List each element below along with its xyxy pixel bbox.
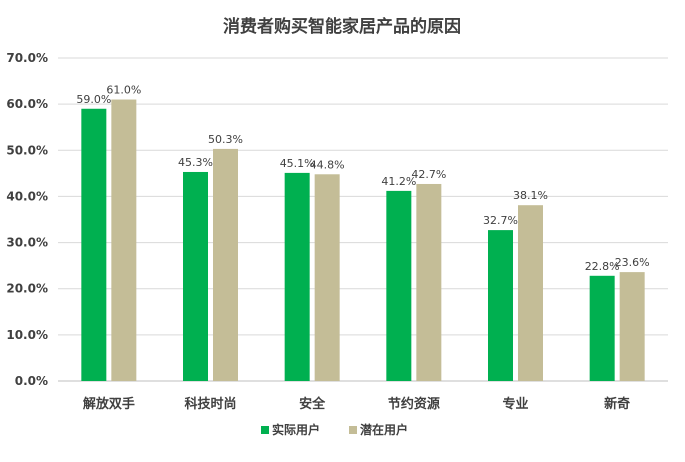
bars [81, 99, 645, 382]
legend-label: 实际用户 [272, 422, 320, 437]
bar-potential [518, 205, 543, 381]
x-tick-label: 节约资源 [388, 396, 440, 412]
y-tick-label: 50.0% [6, 143, 48, 157]
bar-actual [183, 171, 208, 381]
x-tick-label: 专业 [502, 396, 528, 412]
x-axis: 解放双手 科技时尚 安全 节约资源 专业 新奇 [82, 396, 630, 412]
legend: 实际用户 潜在用户 [261, 422, 408, 437]
data-label: 44.8% [310, 158, 345, 171]
data-label: 59.0% [76, 93, 111, 106]
y-tick-label: 0.0% [15, 374, 48, 388]
bar-potential [213, 148, 238, 381]
x-tick-label: 安全 [299, 396, 326, 412]
x-tick-label: 科技时尚 [184, 396, 236, 412]
bar-potential [111, 99, 137, 382]
y-tick-label: 60.0% [6, 97, 48, 111]
data-label: 45.3% [178, 156, 213, 169]
x-tick-label: 解放双手 [82, 396, 135, 412]
data-labels: 59.0%61.0% 45.3% 50.3% 45.1%44.8% 41.2%42.7%… [76, 84, 649, 273]
data-label: 38.1% [513, 189, 548, 202]
bar-actual [81, 108, 107, 381]
data-label: 61.0% [106, 84, 141, 97]
x-tick-label: 新奇 [604, 396, 630, 412]
legend-label: 潜在用户 [360, 422, 408, 437]
data-label: 32.7% [483, 214, 518, 227]
data-label: 50.3% [208, 133, 243, 146]
y-tick-label: 20.0% [6, 282, 48, 296]
bar-actual [284, 172, 310, 381]
data-label: 45.1% [280, 157, 315, 170]
y-tick-label: 30.0% [6, 236, 48, 250]
data-label: 41.2% [381, 175, 416, 188]
y-tick-label: 10.0% [6, 328, 48, 342]
bar-potential [619, 272, 645, 381]
legend-swatch [349, 426, 357, 434]
chart-title: 消费者购买智能家居产品的原因 [223, 16, 461, 37]
bar-potential [416, 183, 442, 381]
bar-actual [488, 230, 513, 381]
y-tick-label: 40.0% [6, 189, 48, 203]
data-label: 22.8% [585, 260, 620, 273]
data-label: 23.6% [615, 256, 650, 269]
y-axis: 0.0% 10.0% 20.0% 30.0% 40.0% 50.0% 60.0% 70.0% [6, 51, 48, 388]
gridlines [58, 57, 668, 382]
y-tick-label: 70.0% [6, 51, 48, 65]
legend-swatch [261, 426, 269, 434]
bar-actual [589, 275, 615, 381]
bar-actual [386, 190, 412, 381]
data-label: 42.7% [411, 168, 446, 181]
bar-potential [314, 174, 340, 381]
